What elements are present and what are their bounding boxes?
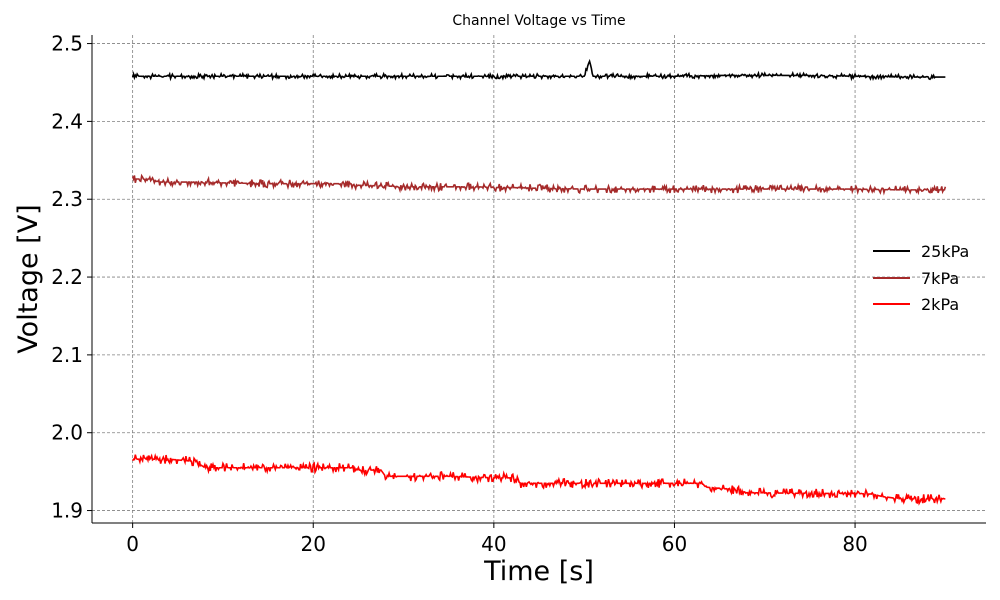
y-tick-label: 2.0 [51, 421, 83, 445]
y-tick-label: 2.5 [51, 32, 83, 56]
y-tick-label: 2.3 [51, 187, 83, 211]
legend-label-2kpa: 2kPa [921, 295, 959, 314]
x-tick-label: 0 [126, 532, 139, 556]
x-ticks: 0 20 40 60 80 [126, 523, 868, 556]
y-tick-label: 1.9 [51, 499, 83, 523]
x-tick-label: 20 [301, 532, 326, 556]
series-line-25kpa [131, 58, 946, 82]
series-lines [131, 58, 947, 506]
y-axis-label: Voltage [V] [13, 204, 44, 353]
x-tick-label: 80 [842, 532, 867, 556]
x-axis-label: Time [s] [483, 556, 594, 587]
chart-title: Channel Voltage vs Time [452, 13, 625, 29]
y-tick-label: 2.4 [51, 109, 83, 133]
y-tick-label: 2.1 [51, 343, 83, 367]
series-line-7kpa [131, 173, 947, 196]
grid-lines [92, 35, 986, 523]
x-tick-label: 60 [662, 532, 687, 556]
y-ticks: 1.9 2.0 2.1 2.2 2.3 2.4 2.5 [51, 32, 92, 523]
y-tick-label: 2.2 [51, 265, 83, 289]
legend-label-25kpa: 25kPa [921, 242, 969, 261]
x-tick-label: 40 [481, 532, 506, 556]
legend: 25kPa 7kPa 2kPa [873, 242, 969, 314]
series-line-2kpa [131, 453, 946, 506]
legend-label-7kpa: 7kPa [921, 269, 959, 288]
